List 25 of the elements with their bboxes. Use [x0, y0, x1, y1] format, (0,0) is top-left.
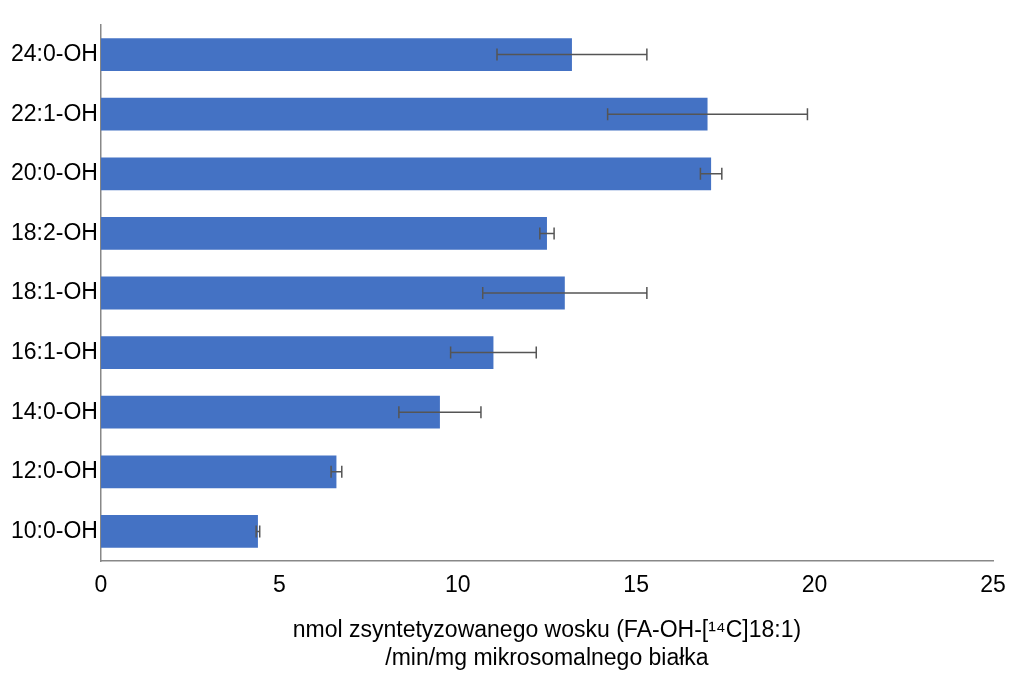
x-tick-label: 10 [444, 571, 471, 598]
bar [100, 395, 440, 429]
bar [100, 276, 565, 310]
bar [100, 38, 572, 71]
bar [100, 97, 708, 131]
y-tick-label: 20:0-OH [10, 159, 98, 186]
bar [100, 217, 547, 250]
y-tick-label: 22:1-OH [10, 99, 98, 126]
bar [100, 455, 337, 489]
y-tick-label: 14:0-OH [10, 397, 98, 424]
x-tick-label: 15 [623, 571, 649, 598]
x-tick-label: 0 [94, 571, 108, 598]
x-tick-label: 20 [801, 571, 828, 598]
y-tick-label: 18:1-OH [10, 278, 98, 305]
y-tick-label: 10:0-OH [10, 516, 98, 543]
y-tick-label: 18:2-OH [10, 218, 98, 245]
bar [100, 157, 712, 191]
y-tick-label: 16:1-OH [10, 337, 98, 364]
x-tick-label: 25 [980, 571, 1006, 598]
bar [100, 336, 494, 369]
x-axis-title: nmol zsyntetyzowanego wosku (FA-OH-[¹⁴C]18:1) /min/mg mikrosomalnego białka [292, 615, 802, 670]
y-tick-label: 12:0-OH [10, 457, 98, 484]
x-tick-label: 5 [272, 571, 286, 598]
y-tick-label: 24:0-OH [10, 39, 98, 66]
bar [100, 515, 258, 548]
